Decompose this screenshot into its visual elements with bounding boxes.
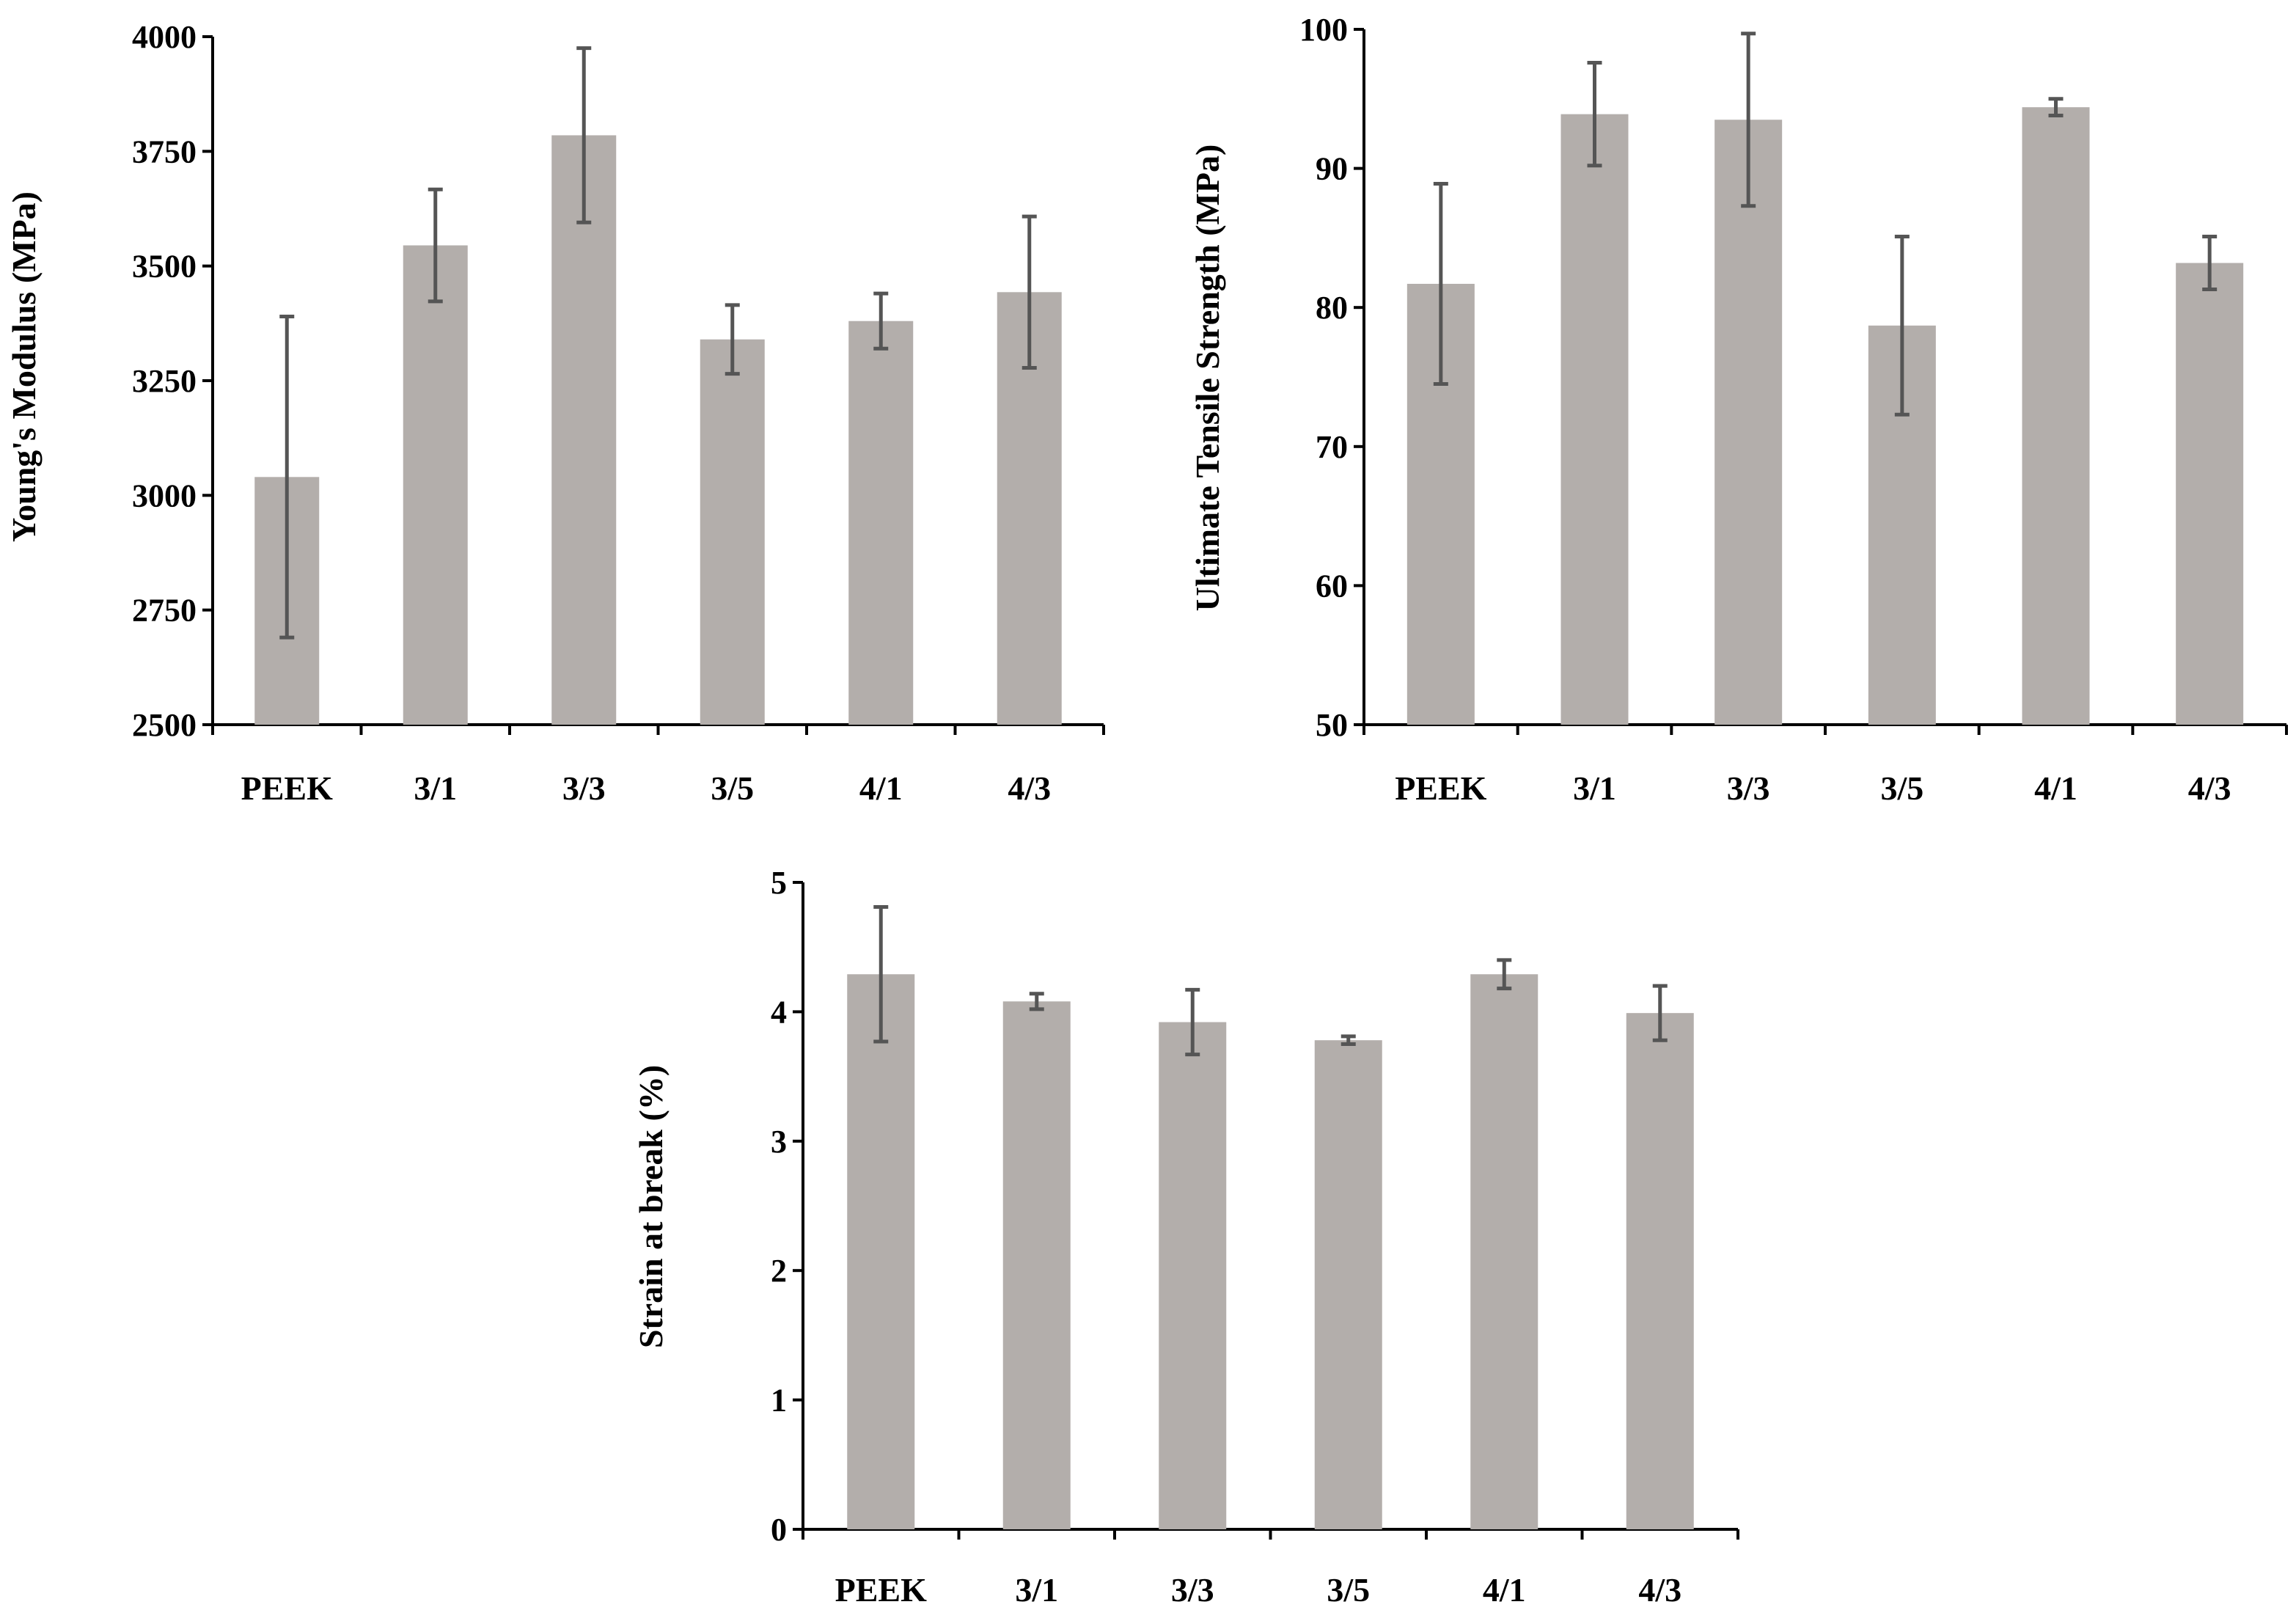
x-category-label: 4/1 <box>1483 1571 1526 1609</box>
bar-PEEK <box>847 974 915 1529</box>
x-category-label: 3/3 <box>562 769 606 807</box>
x-category-label: 4/3 <box>1638 1571 1681 1609</box>
y-tick-label: 90 <box>1316 151 1348 187</box>
error-bar-4/1 <box>2048 97 2064 118</box>
y-tick-label: 3 <box>771 1124 787 1160</box>
chart-panel-1: 2500 2750 3000 3250 3500 3750 4000 PEEK 3/1 3/3 3/… <box>5 19 1105 807</box>
y-tick-label: 1 <box>771 1383 787 1419</box>
x-category-label: 4/3 <box>2188 769 2231 807</box>
y-tick-label: 50 <box>1316 707 1348 743</box>
bar-4/1 <box>2022 107 2090 725</box>
bar-3/3 <box>1714 120 1783 725</box>
bar-4/1 <box>848 321 914 725</box>
bar-3/1 <box>1002 1001 1071 1529</box>
error-bar-4/3 <box>1022 214 1037 370</box>
x-category-label: 4/1 <box>2034 769 2077 807</box>
x-category-label: 4/1 <box>859 769 903 807</box>
y-tick-label: 100 <box>1299 12 1348 48</box>
error-bar-4/1 <box>873 291 889 351</box>
y-axis-title: Young's Modulus (MPa) <box>5 191 43 542</box>
error-bar-4/3 <box>2202 235 2218 292</box>
x-category-label: 4/3 <box>1008 769 1051 807</box>
error-bar-PEEK <box>1433 181 1448 386</box>
x-category-label: PEEK <box>241 769 333 807</box>
y-tick-label: 2 <box>771 1253 787 1289</box>
y-tick-label: 60 <box>1316 568 1348 604</box>
y-tick-label: 3250 <box>132 363 197 399</box>
x-category-label: 3/5 <box>711 769 754 807</box>
x-category-label: 3/3 <box>1727 769 1770 807</box>
y-tick-label: 3500 <box>132 249 197 285</box>
error-bar-4/3 <box>1652 984 1668 1042</box>
error-bar-PEEK <box>279 314 295 640</box>
bar-4/3 <box>1626 1013 1694 1529</box>
x-category-label: 3/3 <box>1171 1571 1214 1609</box>
y-axis-title: Strain at break (%) <box>632 1065 670 1348</box>
bar-3/5 <box>700 339 765 725</box>
x-category-label: 3/5 <box>1880 769 1923 807</box>
y-tick-label: 80 <box>1316 290 1348 326</box>
y-tick-label: 3750 <box>132 133 197 169</box>
x-category-label: 3/1 <box>1573 769 1616 807</box>
error-bar-3/1 <box>428 187 443 304</box>
y-tick-label: 0 <box>771 1512 787 1548</box>
y-tick-label: 2500 <box>132 707 197 743</box>
y-tick-label: 4000 <box>132 19 197 55</box>
error-bar-3/5 <box>1340 1034 1356 1046</box>
bar-3/3 <box>551 135 617 725</box>
y-tick-label: 2750 <box>132 593 197 629</box>
y-tick-label: 5 <box>771 865 787 901</box>
error-bar-3/1 <box>1029 992 1044 1011</box>
y-axis-title: Ultimate Tensile Strength (MPa) <box>1189 144 1226 612</box>
error-bar-3/1 <box>1587 61 1602 168</box>
bar-3/5 <box>1314 1040 1382 1529</box>
bar-3/1 <box>403 245 468 725</box>
error-bar-PEEK <box>873 905 889 1044</box>
chart-panel-3: 0 1 2 3 4 5 PEEK 3/1 3/3 3/5 4/1 4/3 Strain at break… <box>632 865 1739 1609</box>
error-bar-3/3 <box>576 46 592 224</box>
bar-3/3 <box>1159 1022 1227 1529</box>
bar-4/1 <box>1470 974 1538 1529</box>
y-tick-label: 70 <box>1316 429 1348 465</box>
error-bar-3/3 <box>1185 987 1200 1057</box>
bar-4/3 <box>2176 263 2244 725</box>
x-category-label: PEEK <box>1395 769 1486 807</box>
x-category-label: PEEK <box>835 1571 927 1609</box>
error-bar-4/1 <box>1497 958 1512 991</box>
x-category-label: 3/1 <box>1015 1571 1058 1609</box>
error-bar-3/5 <box>1894 235 1910 417</box>
error-bar-3/5 <box>725 303 740 376</box>
chart-panel-2: 50 60 70 80 90 100 PEEK 3/1 3/3 3/5 4/1 4/3 Ultimate… <box>1189 12 2288 807</box>
y-tick-label: 4 <box>771 994 787 1030</box>
x-category-label: 3/1 <box>414 769 457 807</box>
x-category-label: 3/5 <box>1327 1571 1370 1609</box>
error-bar-3/3 <box>1741 32 1756 208</box>
bar-3/1 <box>1560 114 1629 725</box>
y-tick-label: 3000 <box>132 477 197 513</box>
